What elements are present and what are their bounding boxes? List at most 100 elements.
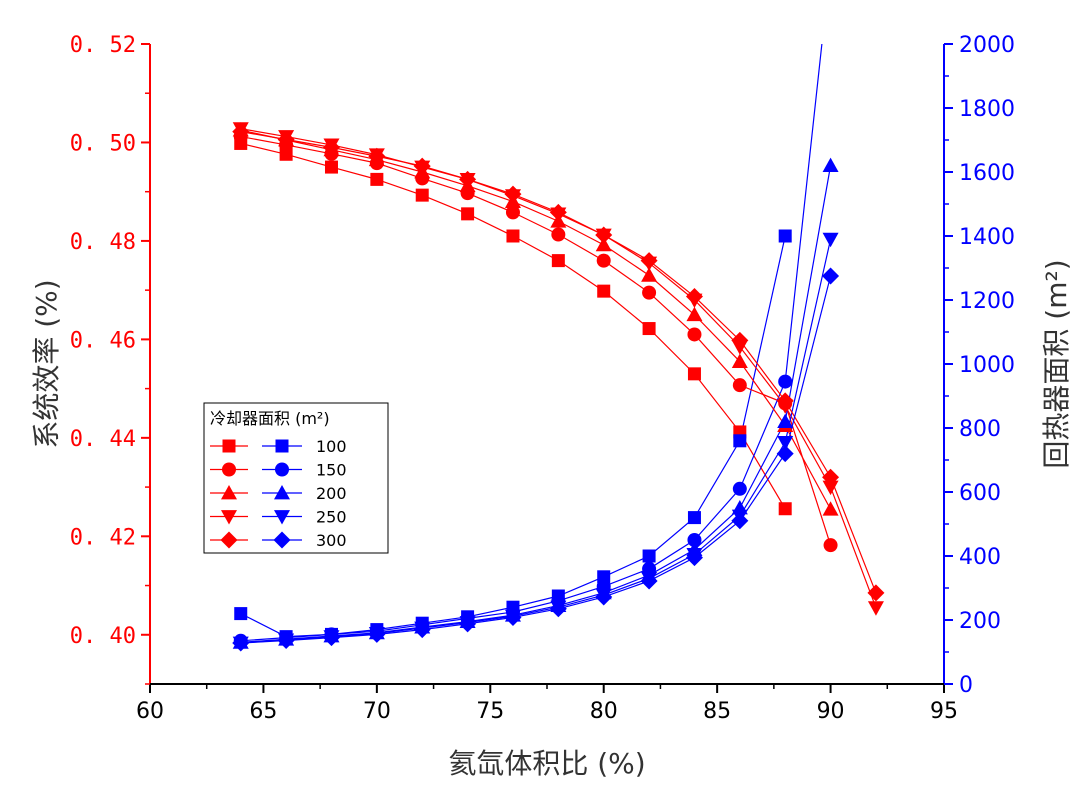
y-right-tick-label: 400 [959, 545, 1001, 570]
y-left-tick-label: 0. 46 [70, 328, 136, 353]
efficiency-point-100 [461, 207, 475, 221]
legend-marker-red [221, 485, 237, 500]
efficiency-point-300 [504, 185, 522, 203]
markers-layer [232, 122, 885, 652]
efficiency-point-100 [415, 188, 429, 202]
y-left-tick-label: 0. 48 [70, 230, 136, 255]
legend-marker-blue [275, 462, 289, 477]
legend-title: 冷却器面积 (m²) [210, 409, 330, 428]
efficiency-point-200 [822, 501, 839, 516]
area-point-100 [733, 434, 747, 448]
y-right-tick-label: 0 [959, 673, 973, 698]
area-point-200 [822, 157, 839, 172]
efficiency-point-300 [277, 131, 295, 149]
legend-box [203, 402, 389, 554]
y-right-tick-label: 600 [959, 481, 1001, 506]
x-tick-label: 85 [703, 699, 731, 724]
legend-marker-blue [273, 531, 291, 549]
legend-items: 100 150 200 250 300 [210, 437, 347, 550]
x-tick-label: 65 [249, 699, 277, 724]
x-axis-title: 氦氙体积比 (%) [448, 747, 645, 780]
efficiency-point-300 [685, 288, 703, 306]
area-line-200 [240, 165, 832, 643]
efficiency-point-300 [867, 584, 885, 602]
y-right-axis-title: 回热器面积 (m²) [1040, 259, 1073, 468]
legend-label: 300 [316, 531, 347, 550]
area-point-300 [640, 572, 658, 590]
area-point-300 [413, 621, 431, 639]
area-point-100 [642, 549, 656, 563]
efficiency-point-100 [324, 160, 338, 174]
area-point-300 [731, 512, 749, 530]
area-point-300 [368, 625, 386, 643]
legend-label: 150 [316, 461, 347, 480]
efficiency-point-300 [595, 226, 613, 244]
area-line-250 [240, 239, 832, 644]
legend-marker-blue [274, 485, 290, 500]
efficiency-point-150 [732, 378, 747, 393]
area-point-300 [322, 629, 340, 647]
y-right-tick-label: 1800 [959, 97, 1015, 122]
y-left-tick-label: 0. 40 [70, 624, 136, 649]
area-point-150 [687, 533, 702, 547]
x-tick-label: 60 [136, 699, 164, 724]
y-left-tick-label: 0. 50 [70, 131, 136, 156]
efficiency-point-100 [778, 502, 792, 516]
area-point-150 [732, 481, 747, 496]
x-tick-label: 75 [476, 699, 504, 724]
legend-marker-blue [274, 510, 290, 525]
y-left-axis-title: 系统效率 (%) [30, 279, 63, 448]
efficiency-point-300 [413, 157, 431, 175]
efficiency-point-200 [595, 236, 612, 252]
legend: 冷却器面积 (m²) 100 150 200 250 300 [203, 402, 389, 554]
area-point-300 [776, 445, 794, 463]
x-tick-label: 80 [590, 699, 618, 724]
y-right-tick-label: 2000 [959, 33, 1015, 58]
efficiency-point-200 [641, 267, 658, 282]
y-left-tick-label: 0. 42 [70, 525, 136, 550]
efficiency-point-300 [459, 170, 477, 188]
area-point-100 [778, 229, 792, 243]
y-right-tick-label: 1400 [959, 225, 1015, 250]
area-point-200 [777, 413, 794, 428]
efficiency-point-300 [822, 468, 840, 486]
area-point-300 [459, 615, 477, 633]
efficiency-point-150 [642, 285, 657, 300]
legend-label: 200 [316, 484, 347, 503]
efficiency-point-150 [551, 227, 566, 242]
efficiency-point-300 [776, 392, 794, 410]
y-right-tick-label: 200 [959, 609, 1001, 634]
area-point-300 [232, 634, 250, 652]
efficiency-line-150 [240, 135, 832, 546]
efficiency-point-250 [822, 480, 839, 496]
efficiency-point-100 [506, 229, 520, 243]
efficiency-point-100 [597, 284, 611, 298]
x-tick-label: 90 [817, 699, 845, 724]
efficiency-point-300 [322, 138, 340, 156]
area-point-250 [822, 232, 839, 248]
efficiency-point-300 [549, 203, 567, 221]
efficiency-point-300 [232, 123, 250, 141]
area-point-100 [687, 511, 701, 525]
legend-marker-red [221, 510, 237, 525]
area-point-300 [549, 600, 567, 618]
area-point-300 [595, 588, 613, 606]
y-right-tick-label: 1000 [959, 353, 1015, 378]
efficiency-point-300 [731, 331, 749, 349]
y-left-tick-label: 0. 44 [70, 427, 136, 452]
efficiency-point-100 [687, 367, 701, 381]
area-point-300 [277, 631, 295, 649]
area-point-300 [504, 608, 522, 626]
x-tick-label: 95 [930, 699, 958, 724]
area-point-100 [234, 607, 248, 621]
area-point-300 [685, 549, 703, 567]
legend-marker-red [222, 439, 236, 453]
efficiency-point-200 [731, 353, 748, 368]
legend-marker-blue [275, 439, 289, 453]
ticks-layer: 60 65 70 75 80 85 90 95 0. 40 0. 42 0. 44 0. 46 0. 4… [70, 33, 1015, 724]
y-left-tick-label: 0. 52 [70, 33, 136, 58]
efficiency-point-150 [505, 205, 520, 220]
efficiency-point-300 [640, 252, 658, 270]
efficiency-point-250 [867, 601, 884, 616]
